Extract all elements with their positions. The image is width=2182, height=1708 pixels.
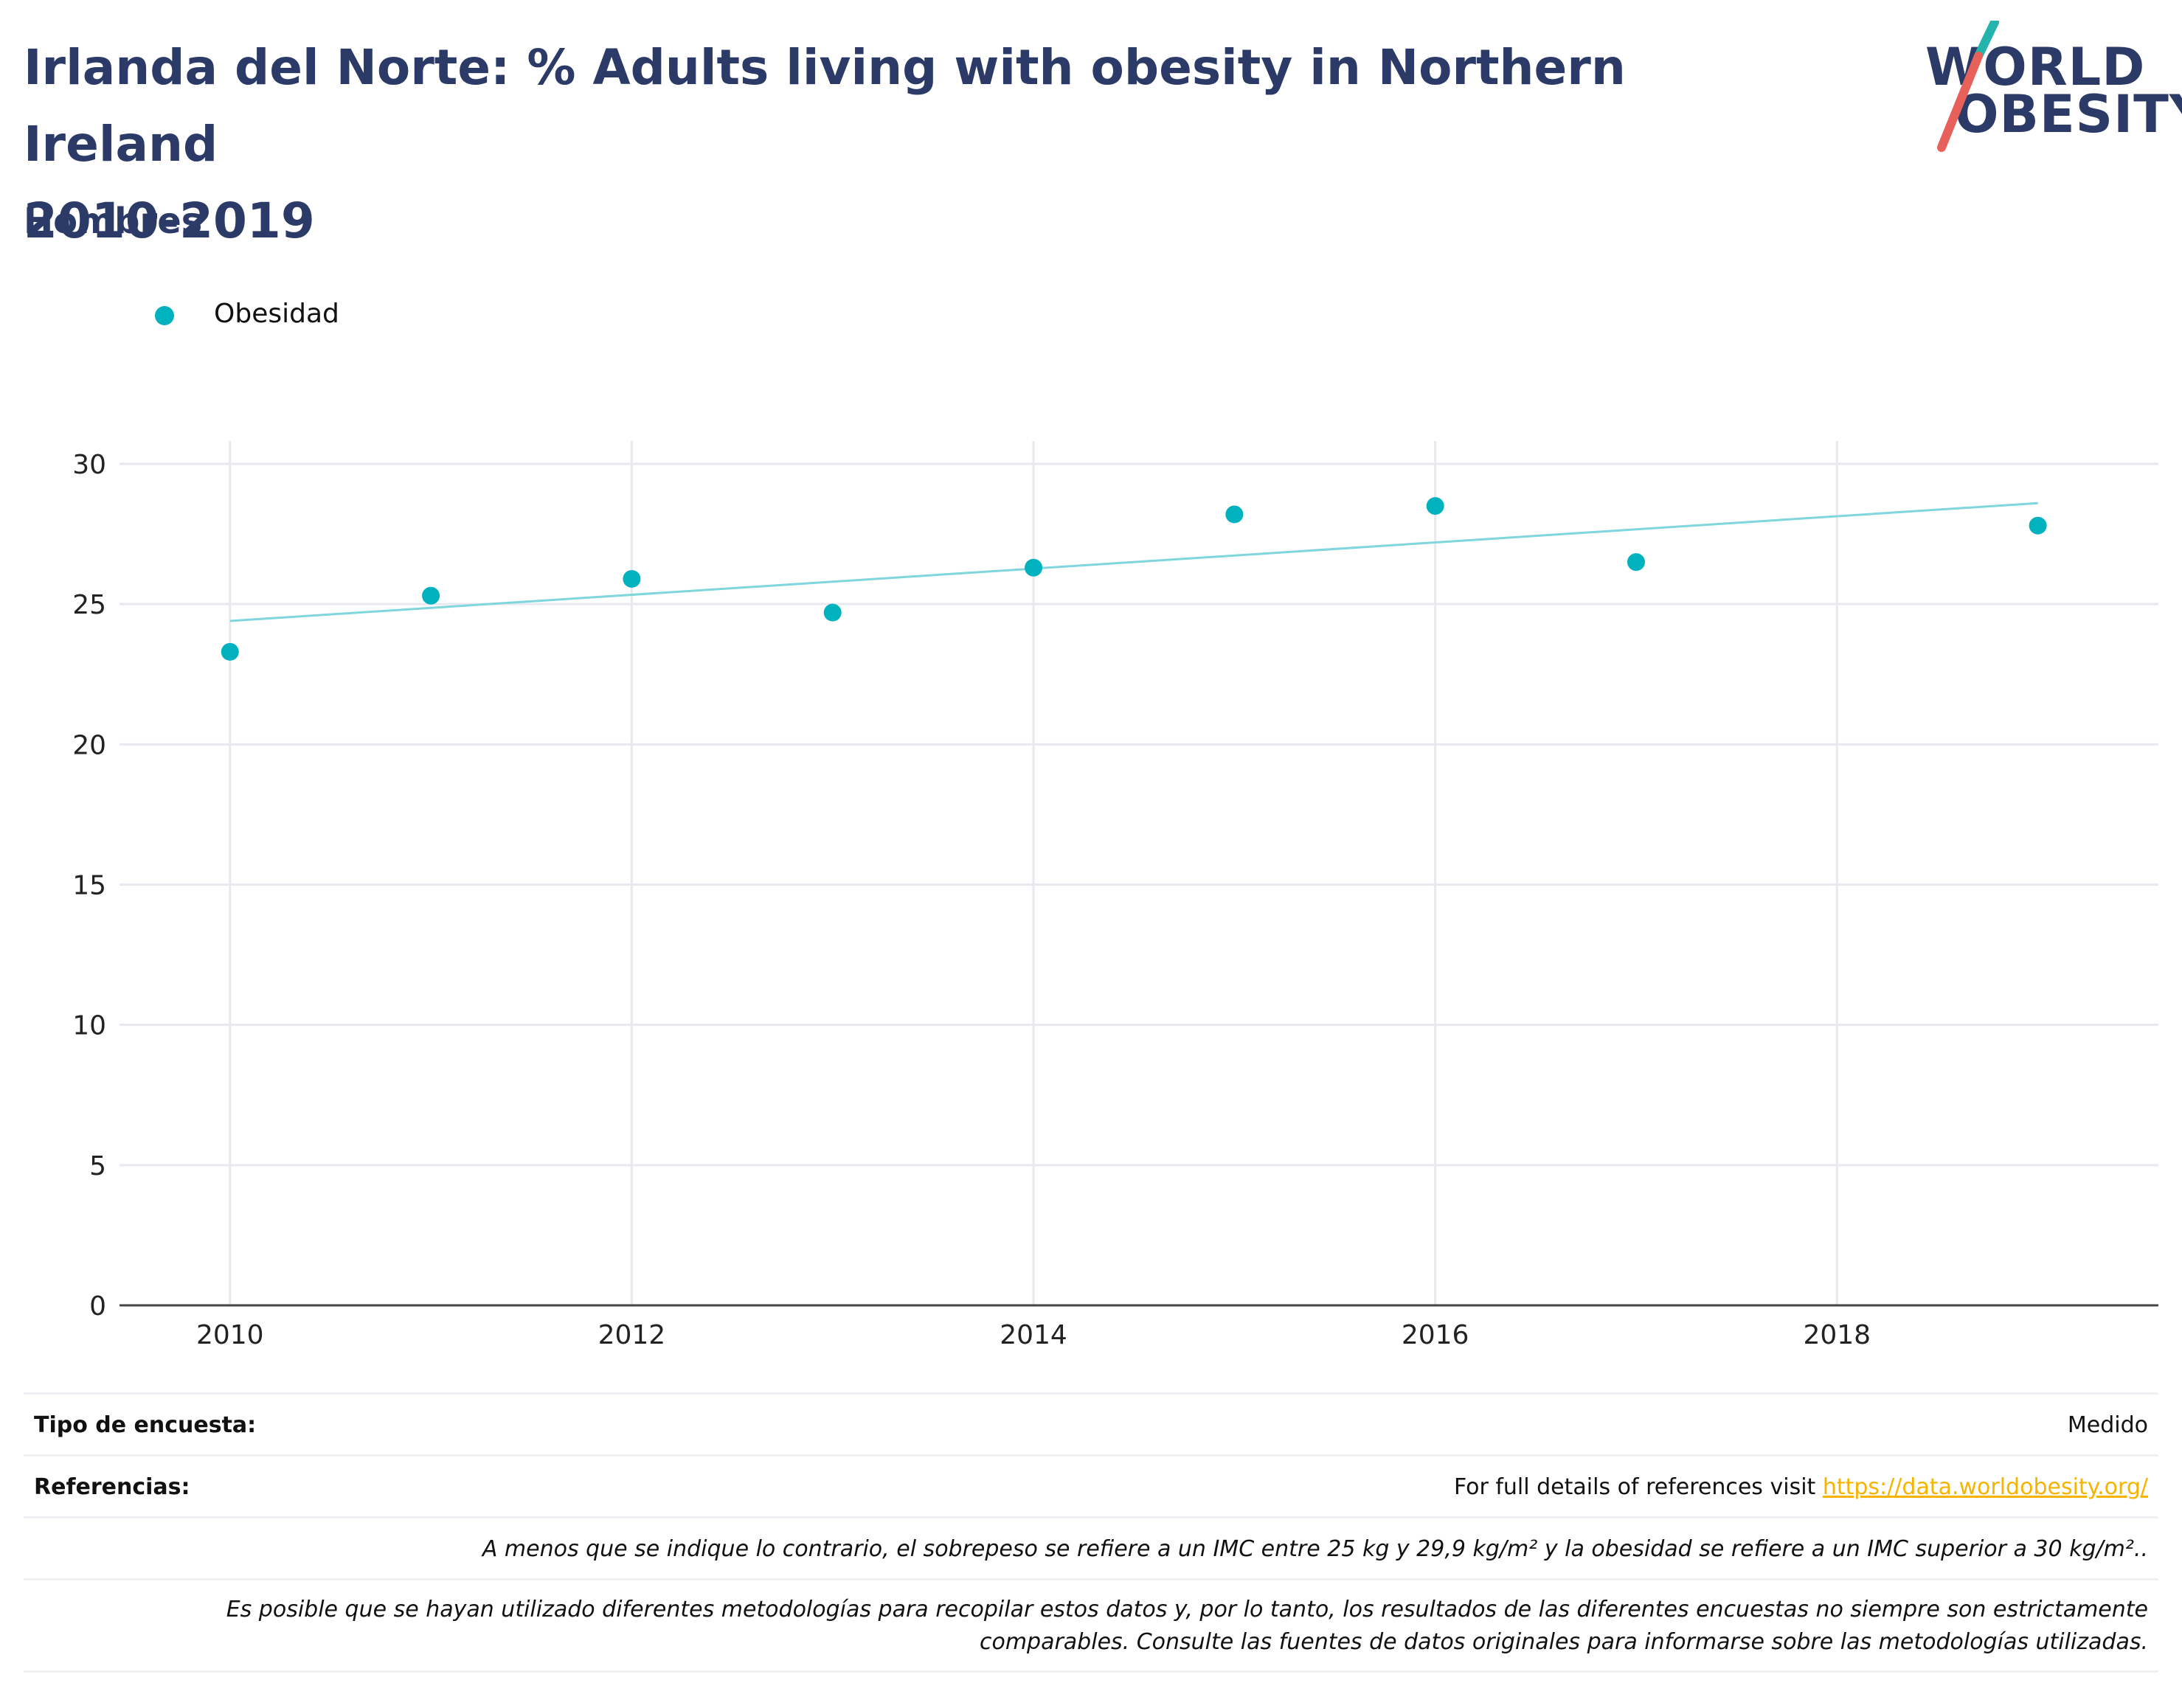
data-point (1025, 558, 1043, 577)
logo-slash-icon (1937, 21, 1999, 152)
chart-title-line-1: Irlanda del Norte: % Adults living with … (24, 39, 1626, 173)
definition-note-row: A menos que se indique lo contrario, el … (24, 1516, 2158, 1578)
chart-subtitle: Hombres (24, 201, 203, 242)
grid-layer (120, 441, 2158, 1305)
survey-type-label: Tipo de encuesta: (34, 1412, 257, 1438)
point-layer (221, 497, 2047, 661)
data-point (1225, 505, 1244, 524)
trend-line (229, 501, 2038, 622)
data-point (2029, 516, 2047, 535)
references-row: Referencias: For full details of referen… (24, 1454, 2158, 1516)
data-point (823, 603, 842, 622)
axis-layer: 0 5 10 15 20 25 30 2010 2012 2014 2016 2018 (72, 450, 2158, 1350)
references-label: Referencias: (34, 1474, 190, 1500)
y-tick-label: 10 (72, 1011, 106, 1041)
y-tick-label: 25 (72, 590, 106, 620)
x-tick-label: 2010 (196, 1320, 264, 1350)
y-tick-label: 5 (89, 1151, 106, 1181)
data-point (1627, 553, 1645, 572)
data-point (221, 642, 239, 661)
chart-title-line-2: 2010-2019 (24, 192, 315, 249)
y-tick-label: 20 (72, 730, 106, 760)
x-tick-label: 2014 (1000, 1320, 1067, 1350)
y-tick-label: 0 (89, 1291, 106, 1322)
data-point (422, 586, 440, 605)
y-tick-label: 30 (72, 450, 106, 480)
survey-type-row: Tipo de encuesta: Medido (24, 1392, 2158, 1454)
world-obesity-logo: WORLD OBESITY (1925, 21, 2182, 153)
x-tick-label: 2018 (1803, 1320, 1871, 1350)
legend-marker-icon (155, 306, 174, 325)
references-link[interactable]: https://data.worldobesity.org/ (1822, 1474, 2148, 1500)
data-point (1426, 497, 1444, 515)
y-tick-label: 15 (72, 871, 106, 901)
logo-line-1: WORLD (1925, 37, 2146, 97)
methodology-note-line-2: comparables. Consulte las fuentes de dat… (979, 1629, 2148, 1655)
chart-title: Irlanda del Norte: % Adults living with … (24, 29, 1794, 260)
methodology-note-line-1: Es posible que se hayan utilizado difere… (226, 1597, 2148, 1622)
legend-label: Obesidad (214, 299, 339, 329)
trend-layer (229, 501, 2038, 622)
x-tick-label: 2012 (598, 1320, 666, 1350)
references-text: For full details of references visit (1453, 1474, 1823, 1500)
data-point (623, 569, 641, 588)
methodology-note-row: Es posible que se hayan utilizado difere… (24, 1578, 2158, 1673)
survey-type-value: Medido (2067, 1412, 2148, 1438)
x-tick-label: 2016 (1402, 1320, 1469, 1350)
scatter-chart: 0 5 10 15 20 25 30 2010 2012 2014 2016 2018 (72, 441, 2158, 1350)
definition-note: A menos que se indique lo contrario, el … (482, 1536, 2148, 1562)
references-value: For full details of references visit htt… (34, 1457, 2148, 1518)
logo-line-2: OBESITY (1955, 84, 2182, 145)
info-table: Tipo de encuesta: Medido Referencias: Fo… (24, 1392, 2158, 1673)
